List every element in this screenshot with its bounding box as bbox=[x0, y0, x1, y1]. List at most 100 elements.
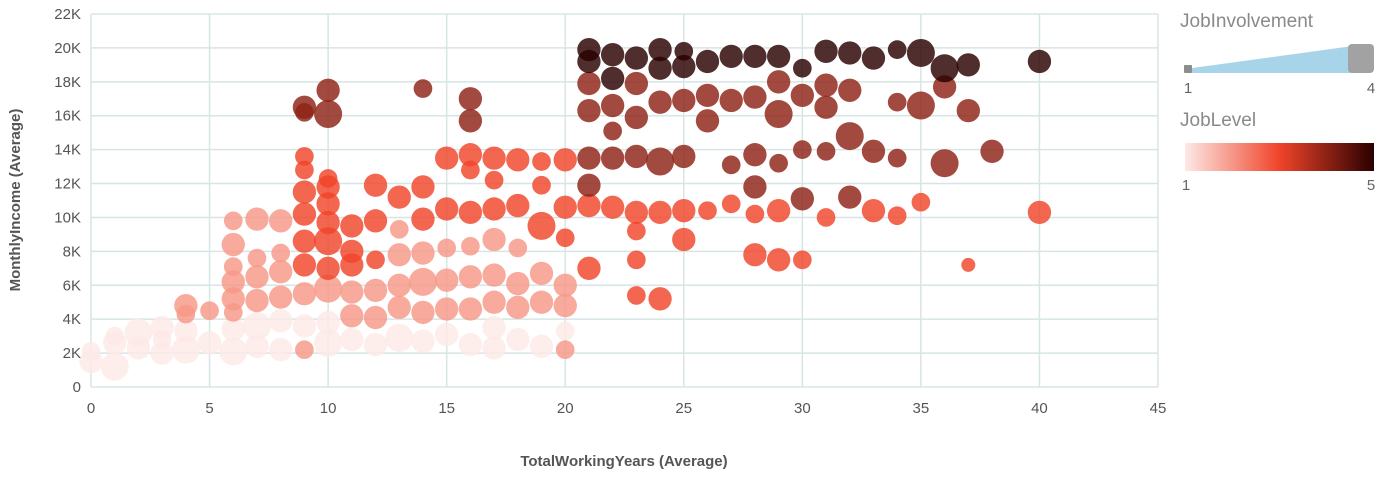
bubble-point[interactable] bbox=[911, 192, 931, 212]
bubble-point[interactable] bbox=[577, 37, 601, 62]
bubble-point[interactable] bbox=[152, 330, 172, 349]
bubble-point[interactable] bbox=[555, 340, 575, 360]
bubble-point[interactable] bbox=[577, 98, 601, 123]
bubble-point[interactable] bbox=[316, 192, 340, 216]
bubble-point[interactable] bbox=[411, 241, 435, 265]
bubble-point[interactable] bbox=[532, 152, 551, 171]
bubble-point[interactable] bbox=[814, 73, 838, 97]
bubble-point[interactable] bbox=[197, 331, 222, 355]
bubble-point[interactable] bbox=[435, 197, 459, 221]
bubble-point[interactable] bbox=[269, 260, 293, 284]
bubble-point[interactable] bbox=[387, 185, 411, 209]
bubble-point[interactable] bbox=[672, 199, 696, 223]
bubble-point[interactable] bbox=[790, 187, 814, 211]
bubble-point[interactable] bbox=[793, 140, 812, 159]
bubble-point[interactable] bbox=[932, 75, 957, 99]
bubble-point[interactable] bbox=[340, 304, 364, 328]
bubble-point[interactable] bbox=[340, 214, 364, 238]
bubble-point[interactable] bbox=[292, 202, 317, 226]
bubble-point[interactable] bbox=[1027, 200, 1052, 225]
bubble-point[interactable] bbox=[861, 46, 886, 70]
bubble-point[interactable] bbox=[698, 201, 717, 221]
bubble-point[interactable] bbox=[624, 144, 649, 169]
bubble-point[interactable] bbox=[295, 340, 314, 360]
bubble-point[interactable] bbox=[295, 160, 314, 180]
bubble-point[interactable] bbox=[648, 37, 672, 62]
bubble-point[interactable] bbox=[458, 297, 483, 321]
bubble-point[interactable] bbox=[887, 92, 907, 112]
bubble-point[interactable] bbox=[219, 337, 248, 366]
bubble-point[interactable] bbox=[814, 39, 838, 63]
bubble-point[interactable] bbox=[721, 194, 741, 214]
bubble-point[interactable] bbox=[176, 304, 196, 324]
bubble-point[interactable] bbox=[482, 227, 506, 252]
bubble-point[interactable] bbox=[793, 250, 812, 270]
bubble-point[interactable] bbox=[816, 141, 836, 161]
bubble-point[interactable] bbox=[292, 314, 317, 338]
bubble-point[interactable] bbox=[766, 70, 791, 94]
bubble-point[interactable] bbox=[295, 147, 314, 166]
bubble-point[interactable] bbox=[838, 41, 862, 65]
bubble-point[interactable] bbox=[577, 71, 601, 96]
bubble-point[interactable] bbox=[600, 93, 625, 118]
bubble-point[interactable] bbox=[389, 219, 409, 239]
bubble-point[interactable] bbox=[838, 78, 862, 102]
bubble-point[interactable] bbox=[174, 319, 198, 343]
bubble-point[interactable] bbox=[269, 285, 293, 309]
bubble-point[interactable] bbox=[506, 271, 530, 296]
bubble-point[interactable] bbox=[411, 329, 435, 353]
bubble-point[interactable] bbox=[482, 263, 506, 287]
bubble-point[interactable] bbox=[906, 91, 935, 120]
bubble-point[interactable] bbox=[577, 193, 601, 218]
bubble-point[interactable] bbox=[906, 38, 935, 67]
bubble-point[interactable] bbox=[627, 221, 646, 241]
bubble-point[interactable] bbox=[363, 209, 388, 233]
bubble-point[interactable] bbox=[600, 43, 625, 67]
bubble-point[interactable] bbox=[627, 250, 646, 270]
bubble-point[interactable] bbox=[835, 122, 864, 151]
bubble-point[interactable] bbox=[887, 148, 907, 168]
bubble-point[interactable] bbox=[603, 121, 622, 141]
bubble-point[interactable] bbox=[600, 195, 625, 219]
bubble-point[interactable] bbox=[672, 144, 696, 169]
bubble-point[interactable] bbox=[553, 148, 577, 172]
bubble-point[interactable] bbox=[458, 143, 483, 167]
bubble-point[interactable] bbox=[816, 208, 836, 227]
bubble-point[interactable] bbox=[435, 322, 459, 347]
bubble-point[interactable] bbox=[340, 239, 364, 264]
bubble-point[interactable] bbox=[482, 315, 506, 340]
bubble-point[interactable] bbox=[316, 310, 340, 335]
bubble-point[interactable] bbox=[577, 256, 601, 280]
bubble-point[interactable] bbox=[555, 321, 575, 341]
bubble-point[interactable] bbox=[484, 170, 504, 190]
bubble-point[interactable] bbox=[314, 227, 343, 256]
bubble-point[interactable] bbox=[508, 238, 528, 258]
bubble-point[interactable] bbox=[600, 66, 625, 91]
bubble-point[interactable] bbox=[532, 175, 551, 195]
bubble-point[interactable] bbox=[437, 238, 456, 258]
bubble-point[interactable] bbox=[221, 317, 245, 342]
bubble-point[interactable] bbox=[292, 180, 317, 204]
bubble-point[interactable] bbox=[861, 199, 886, 223]
bubble-point[interactable] bbox=[672, 54, 696, 79]
bubble-point[interactable] bbox=[529, 334, 554, 358]
bubble-point[interactable] bbox=[695, 109, 720, 133]
bubble-point[interactable] bbox=[766, 248, 791, 272]
bubble-point[interactable] bbox=[624, 105, 649, 130]
bubble-point[interactable] bbox=[223, 257, 243, 276]
bubble-point[interactable] bbox=[648, 56, 672, 80]
bubble-point[interactable] bbox=[721, 155, 741, 175]
bubble-point[interactable] bbox=[435, 297, 459, 321]
bubble-point[interactable] bbox=[838, 185, 862, 209]
bubble-point[interactable] bbox=[766, 199, 791, 223]
bubble-point[interactable] bbox=[292, 95, 317, 119]
bubble-point[interactable] bbox=[316, 78, 340, 102]
bubble-point[interactable] bbox=[292, 253, 317, 277]
bubble-point[interactable] bbox=[577, 173, 601, 197]
bubble-point[interactable] bbox=[627, 286, 646, 305]
bubble-point[interactable] bbox=[887, 40, 907, 59]
bubble-point[interactable] bbox=[292, 229, 317, 253]
bubble-point[interactable] bbox=[956, 53, 980, 77]
bubble-point[interactable] bbox=[930, 54, 959, 83]
bubble-point[interactable] bbox=[387, 273, 411, 297]
